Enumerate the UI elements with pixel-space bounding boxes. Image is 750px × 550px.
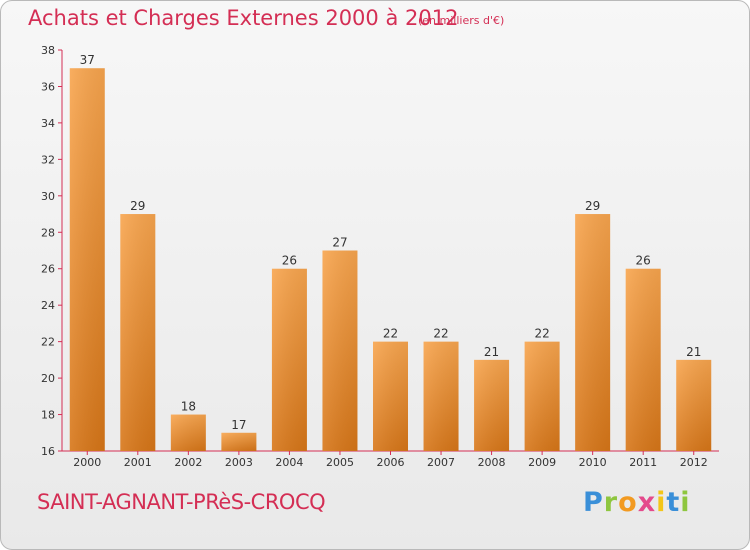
x-tick-label: 2001 xyxy=(124,456,152,469)
y-tick-label: 26 xyxy=(41,263,55,276)
bar-value-label: 21 xyxy=(686,345,701,359)
place-name: SAINT-AGNANT-PRèS-CROCQ xyxy=(37,490,326,514)
x-tick-label: 2011 xyxy=(629,456,657,469)
bar-value-label: 37 xyxy=(80,53,95,67)
chart-subtitle: (en milliers d'€) xyxy=(418,14,505,27)
x-tick-label: 2007 xyxy=(427,456,455,469)
bar-shade xyxy=(69,68,105,452)
x-tick-label: 2000 xyxy=(73,456,101,469)
y-tick-label: 34 xyxy=(41,117,55,130)
bar-value-label: 26 xyxy=(282,254,297,268)
bar-shade xyxy=(271,268,307,451)
bar-value-label: 27 xyxy=(332,236,347,250)
bar-value-label: 17 xyxy=(231,418,246,432)
logo-letter: r xyxy=(603,487,619,518)
proxiti-logo: Proxiti xyxy=(583,487,691,518)
bar-value-label: 26 xyxy=(636,254,651,268)
y-tick-label: 24 xyxy=(41,299,55,312)
bar-value-label: 29 xyxy=(130,199,145,213)
bar-shade xyxy=(575,214,611,451)
bar-shade xyxy=(423,341,459,451)
x-tick-label: 2004 xyxy=(275,456,303,469)
y-tick-label: 38 xyxy=(41,44,55,57)
x-tick-label: 2002 xyxy=(174,456,202,469)
logo-letter: i xyxy=(680,487,691,518)
x-tick-label: 2006 xyxy=(377,456,405,469)
y-tick-label: 18 xyxy=(41,409,55,422)
x-tick-label: 2010 xyxy=(579,456,607,469)
bar-shade xyxy=(221,432,257,451)
x-tick-label: 2003 xyxy=(225,456,253,469)
bar-value-label: 29 xyxy=(585,199,600,213)
logo-letter: o xyxy=(618,487,638,518)
logo-letter: i xyxy=(656,487,667,518)
bar-shade xyxy=(120,214,156,451)
bar-value-label: 22 xyxy=(433,327,448,341)
bar-value-label: 22 xyxy=(534,327,549,341)
y-tick-label: 28 xyxy=(41,226,55,239)
bar-shade xyxy=(373,341,408,451)
y-tick-label: 30 xyxy=(41,190,55,203)
bar-shade xyxy=(625,268,661,451)
y-tick-label: 20 xyxy=(41,372,55,385)
x-tick-label: 2005 xyxy=(326,456,354,469)
logo-letter: P xyxy=(583,487,604,518)
bar-shade xyxy=(322,250,358,451)
bar-value-label: 21 xyxy=(484,345,499,359)
x-tick-label: 2008 xyxy=(478,456,506,469)
x-tick-label: 2012 xyxy=(680,456,708,469)
y-tick-label: 32 xyxy=(41,153,55,166)
bar-shade xyxy=(524,341,560,451)
bar-shade xyxy=(676,359,712,451)
bar-shade xyxy=(474,359,510,451)
logo-letter: x xyxy=(637,487,657,518)
x-tick-label: 2009 xyxy=(528,456,556,469)
y-tick-label: 22 xyxy=(41,336,55,349)
bar-value-label: 22 xyxy=(383,327,398,341)
y-tick-label: 36 xyxy=(41,80,55,93)
bar-value-label: 18 xyxy=(181,400,196,414)
bar-shade xyxy=(170,414,206,451)
y-tick-label: 16 xyxy=(41,445,55,458)
logo-letter: t xyxy=(666,487,681,518)
chart-title: Achats et Charges Externes 2000 à 2012 xyxy=(28,6,459,30)
